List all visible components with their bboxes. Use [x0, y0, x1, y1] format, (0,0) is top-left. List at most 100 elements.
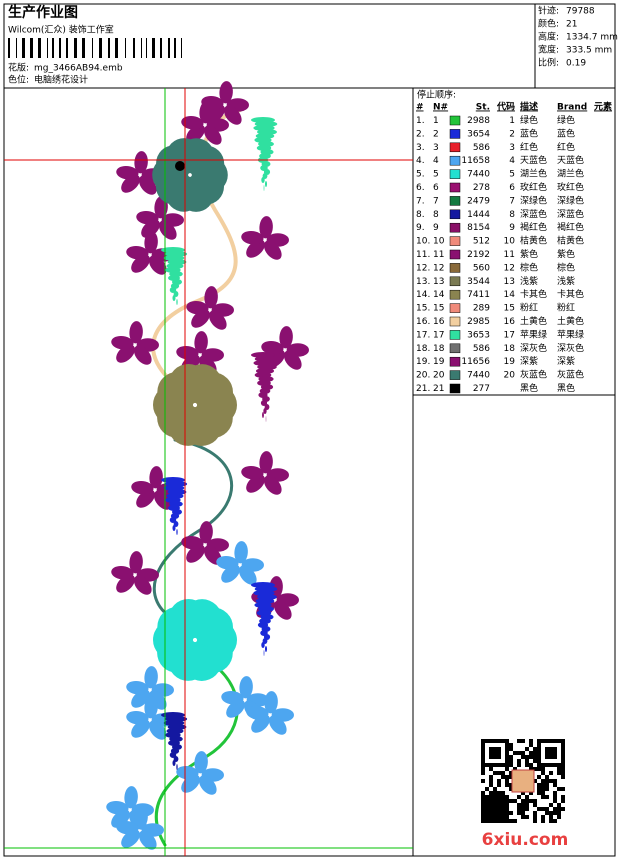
brand: 棕色 — [557, 261, 575, 273]
row-index: 1. — [416, 116, 425, 126]
colorway: 电脑绣花设计 — [34, 74, 88, 86]
qr-cell — [505, 799, 509, 803]
qr-cell — [545, 807, 549, 811]
brand: 深绿色 — [557, 194, 584, 206]
qr-cell — [501, 815, 505, 819]
qr-cell — [505, 783, 509, 787]
stitches: 3544 — [467, 277, 490, 287]
code: 15 — [504, 304, 515, 314]
code: 4 — [509, 156, 515, 166]
blossom — [176, 529, 177, 535]
code: 12 — [504, 263, 515, 273]
info-value: 1334.7 mm — [566, 33, 618, 43]
qr-cell — [557, 815, 561, 819]
qr-cell — [485, 819, 489, 823]
table-caption: 停止顺序: — [417, 89, 456, 101]
stitches: 512 — [473, 237, 490, 247]
qr-cell — [481, 799, 485, 803]
qr-cell — [553, 819, 557, 823]
brand: 深蓝色 — [557, 208, 584, 220]
qr-cell — [545, 739, 549, 743]
qr-cell — [501, 803, 505, 807]
qr-cell — [505, 759, 509, 763]
row-index: 4. — [416, 156, 425, 166]
qr-cell — [549, 811, 553, 815]
qr-cell — [493, 739, 497, 743]
bar — [168, 38, 170, 58]
qr-cell — [533, 759, 537, 763]
qr-cell — [533, 747, 537, 751]
qr-cell — [545, 787, 549, 791]
colorway-label: 色位: — [8, 74, 29, 86]
row-number: 20 — [433, 371, 445, 381]
qr-cell — [553, 795, 557, 799]
qr-cell — [545, 775, 549, 779]
description: 深灰色 — [520, 342, 547, 354]
code: 14 — [504, 290, 516, 300]
qr-cell — [481, 763, 485, 767]
brand: 蓝色 — [557, 127, 575, 139]
qr-cell — [505, 743, 509, 747]
qr-cell — [489, 819, 493, 823]
qr-cell — [517, 803, 521, 807]
qr-cell — [529, 799, 533, 803]
qr-cell — [549, 771, 553, 775]
qr-cell — [561, 739, 565, 743]
row-number: 8 — [433, 210, 439, 220]
qr-cell — [485, 739, 489, 743]
bar — [108, 38, 110, 58]
row-index: 9. — [416, 223, 425, 233]
qr-cell — [525, 755, 529, 759]
qr-cell — [517, 751, 521, 755]
qr-cell — [513, 799, 517, 803]
qr-cell — [517, 811, 521, 815]
qr-cell — [493, 771, 497, 775]
color-swatch — [450, 156, 460, 165]
row-number: 10 — [433, 237, 445, 247]
qr-cell — [497, 751, 501, 755]
row-index: 11. — [416, 250, 430, 260]
petal — [193, 607, 233, 647]
qr-cell — [509, 759, 513, 763]
qr-cell — [541, 795, 545, 799]
qr-cell — [561, 747, 565, 751]
description: 黑色 — [520, 382, 538, 394]
color-swatch — [450, 277, 460, 286]
qr-cell — [541, 791, 545, 795]
color-swatch — [450, 330, 460, 339]
qr-cell — [481, 779, 485, 783]
color-swatch — [450, 357, 460, 366]
file-label: 花版: — [8, 62, 29, 74]
qr-cell — [485, 807, 489, 811]
stitches: 289 — [473, 304, 490, 314]
brand: 灰蓝色 — [557, 369, 584, 381]
qr-cell — [557, 763, 561, 767]
qr-cell — [505, 795, 509, 799]
row-index: 8. — [416, 210, 425, 220]
qr-cell — [497, 747, 501, 751]
qr-cell — [541, 763, 545, 767]
bar — [8, 38, 10, 58]
color-swatch — [450, 263, 460, 272]
qr-cell — [545, 811, 549, 815]
qr-cell — [509, 811, 513, 815]
petal — [188, 146, 224, 182]
description: 桔黄色 — [520, 235, 547, 247]
qr-cell — [553, 763, 557, 767]
qr-cell — [509, 799, 513, 803]
qr-cell — [505, 779, 509, 783]
qr-cell — [485, 815, 489, 819]
bar — [99, 38, 102, 58]
file: mg_3466AB94.emb — [34, 64, 123, 74]
code: 18 — [504, 344, 516, 354]
bar — [115, 38, 118, 58]
bar — [30, 38, 33, 58]
row-number: 1 — [433, 116, 439, 126]
color-swatch — [450, 223, 460, 232]
code: 19 — [504, 357, 516, 367]
description: 棕色 — [520, 261, 538, 273]
qr-cell — [505, 763, 509, 767]
qr-cell — [525, 747, 529, 751]
qr-cell — [533, 803, 537, 807]
